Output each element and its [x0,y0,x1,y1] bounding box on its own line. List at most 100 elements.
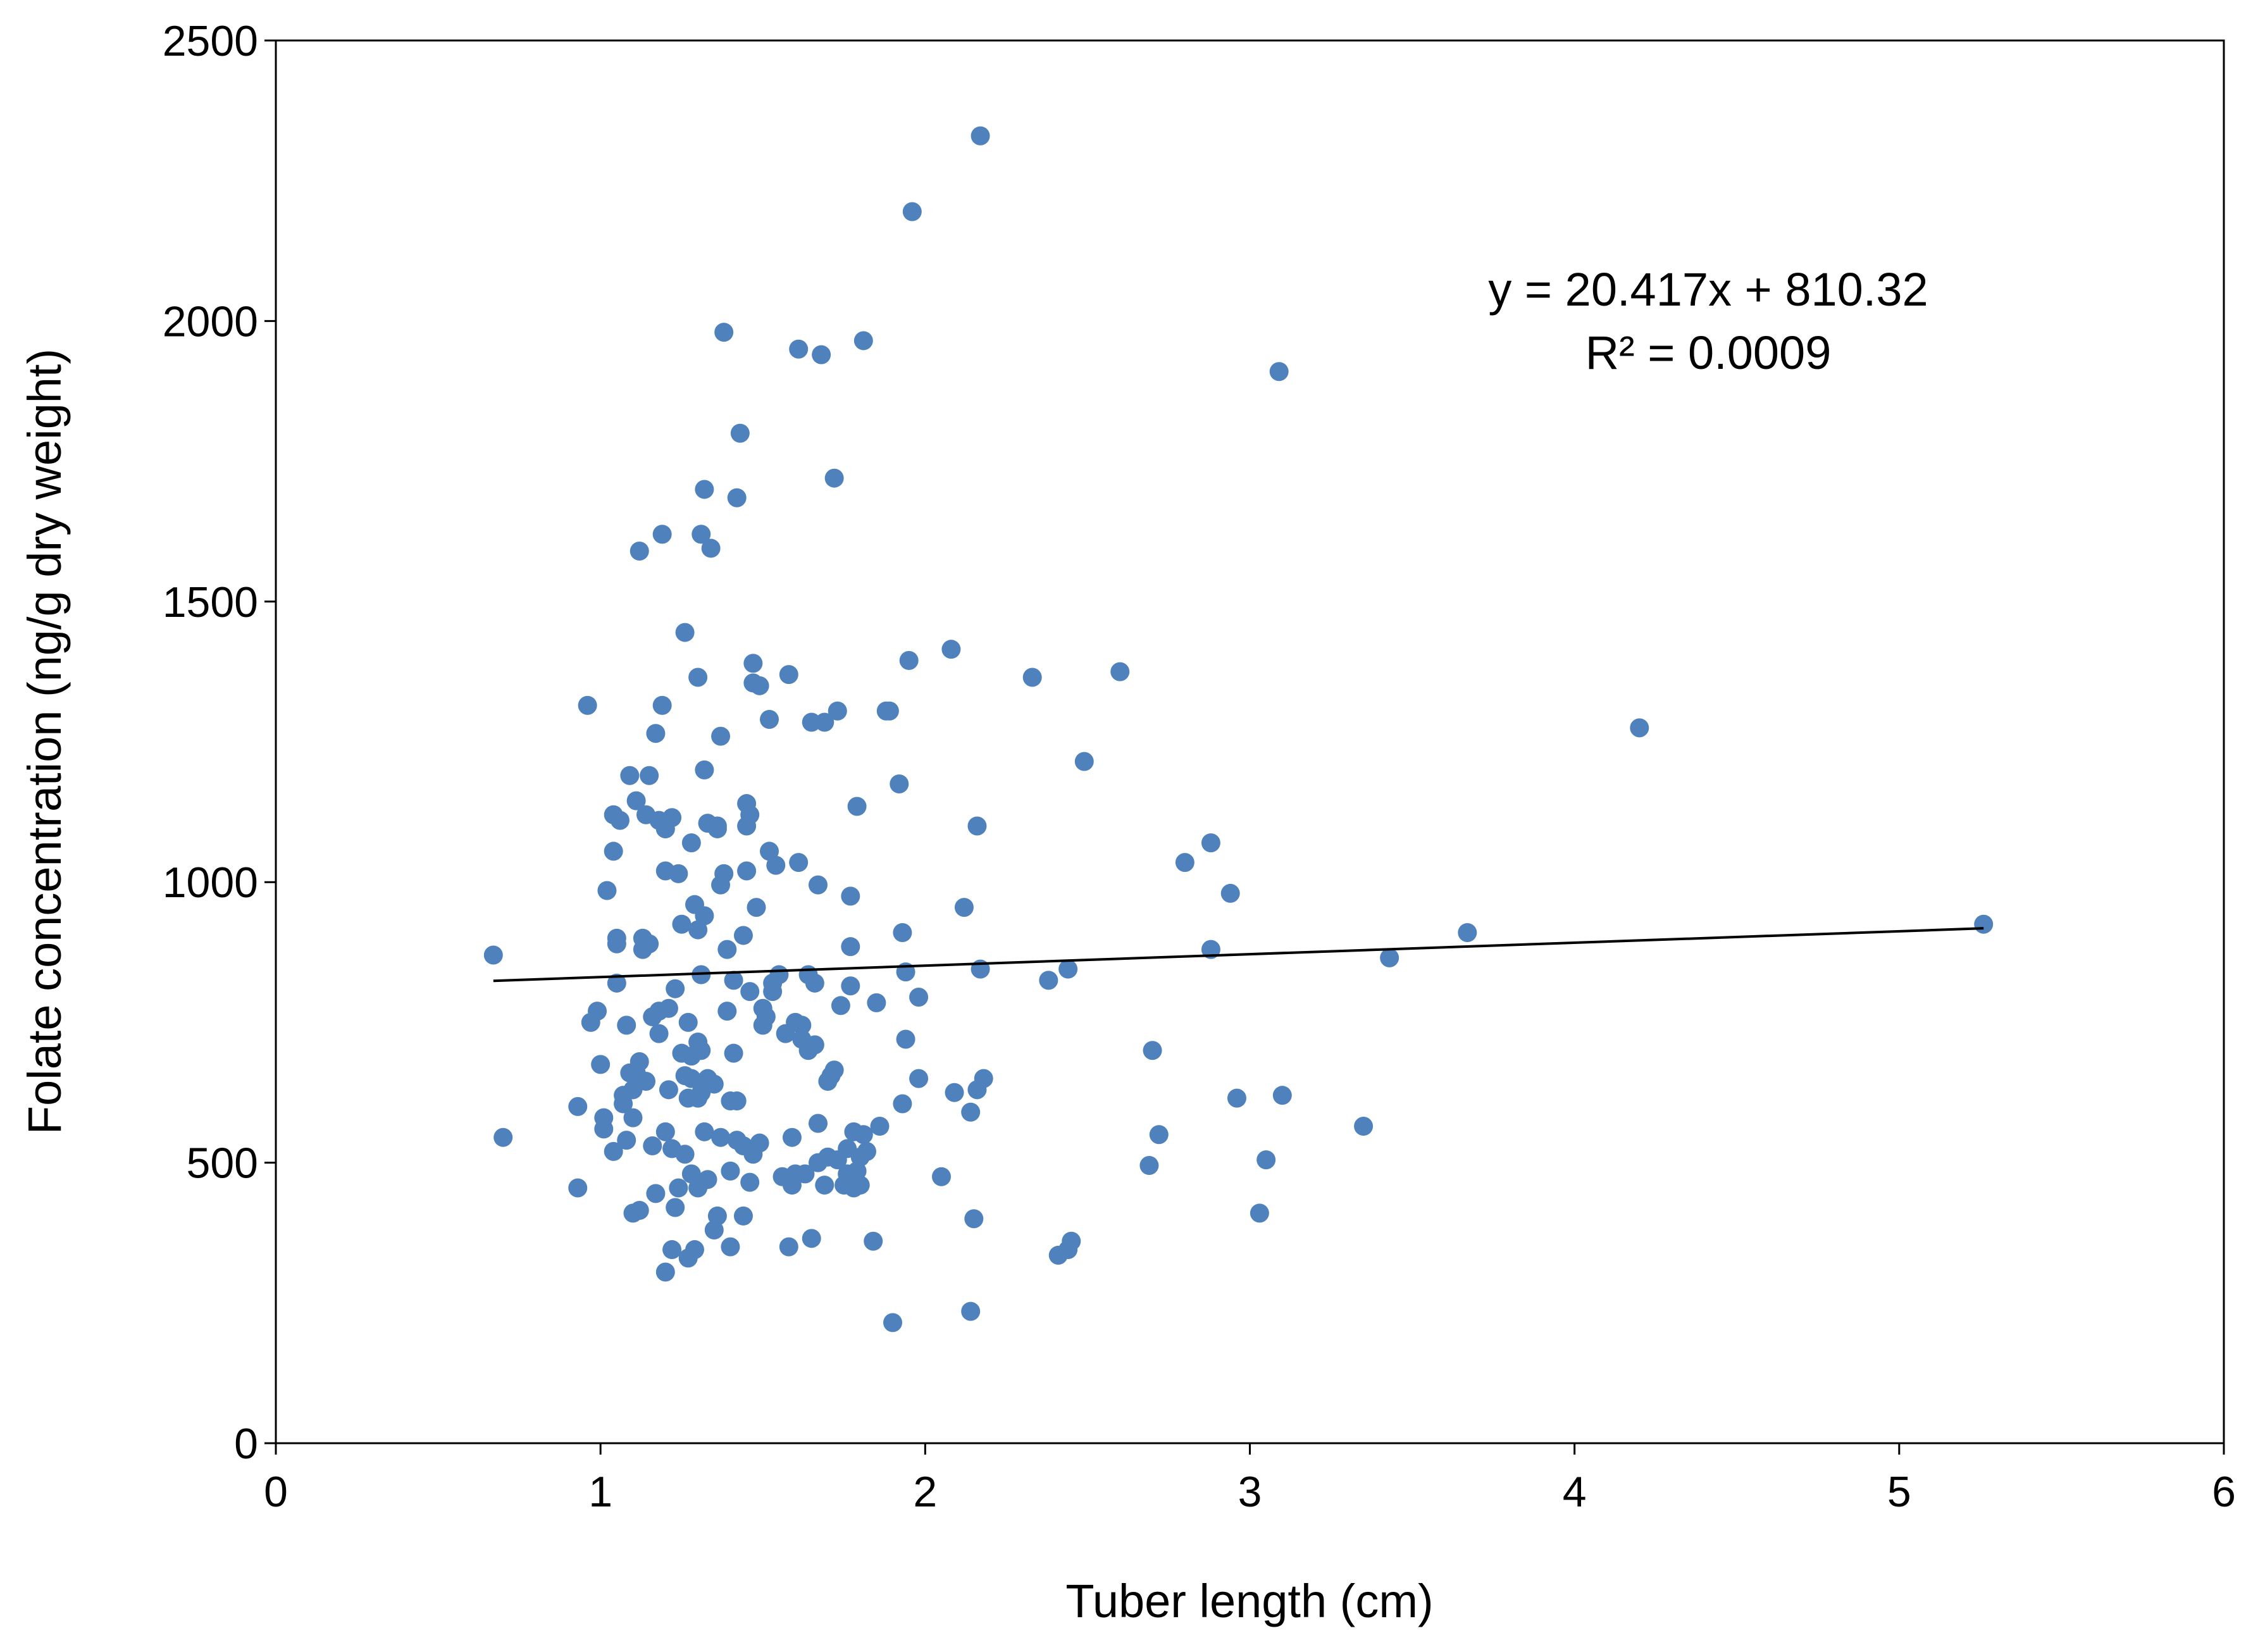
data-point [1250,1203,1269,1223]
data-point [779,1237,798,1257]
data-point [893,923,912,943]
data-point [743,654,763,673]
data-point [617,1015,636,1035]
trendline [493,927,1984,983]
y-tick-label: 500 [187,1140,258,1188]
plot-area [275,39,2225,1444]
data-point [659,1080,678,1100]
data-point [662,1240,682,1260]
data-point [597,881,617,900]
data-point [646,1184,666,1203]
data-point [766,855,786,875]
data-point [769,965,789,984]
data-point [662,808,682,828]
data-point [659,998,678,1018]
x-axis-ticks: 0 1 2 3 4 5 6 [264,1443,2236,1516]
data-point [847,797,867,816]
data-point [864,1231,883,1251]
data-point [707,1206,727,1226]
data-point [588,1002,607,1021]
data-point [789,339,809,359]
data-point [756,1007,776,1027]
data-point [815,712,834,732]
data-point [714,323,734,342]
data-point [733,926,753,945]
data-point [909,1069,929,1088]
data-point [707,819,727,838]
data-point [812,345,831,364]
data-point [655,1122,675,1141]
data-point [902,202,922,221]
data-point [967,816,987,836]
data-point [740,1172,760,1192]
x-axis-title: Tuber length (cm) [1065,1575,1433,1627]
data-point [1110,662,1130,681]
x-tick-label: 4 [1563,1468,1587,1516]
data-point [870,1116,890,1136]
data-point [747,898,766,917]
data-point [672,914,692,934]
data-point [1058,959,1078,979]
data-point [733,1206,753,1226]
x-tick-label: 2 [913,1468,937,1516]
data-point [1201,833,1220,853]
data-point [607,928,626,948]
data-points [483,126,1994,1332]
data-point [961,1301,981,1321]
data-point [1062,1231,1081,1251]
data-point [578,695,597,715]
data-point [610,810,630,830]
data-point [750,1133,769,1153]
data-point [1074,752,1094,771]
data-point [964,1209,984,1229]
data-point [899,650,919,670]
data-point [695,906,714,926]
y-axis-title: Folate concentration (ng/g dry weight) [18,349,71,1134]
data-point [1227,1088,1246,1108]
data-point [666,1198,685,1217]
data-point [945,1083,964,1102]
data-point [792,1015,812,1035]
data-point [721,1237,740,1257]
data-point [640,934,659,953]
data-point [695,760,714,779]
data-point [714,864,734,883]
y-tick-label: 2500 [163,17,258,65]
data-point [954,898,974,917]
data-point [802,712,821,732]
data-point [1139,1156,1159,1176]
data-point [974,1069,993,1088]
data-point [646,724,666,743]
data-point [782,1127,802,1147]
data-point [737,861,757,881]
data-point [643,1136,662,1155]
data-point [692,525,711,544]
data-point [652,695,672,715]
data-point [607,973,626,993]
data-point [853,331,873,351]
data-point [740,982,760,1002]
data-point [623,1108,643,1127]
data-point [971,126,990,146]
x-tick-label: 5 [1887,1468,1911,1516]
data-point [1380,948,1399,967]
data-point [867,993,886,1012]
data-point [688,668,708,687]
data-point [652,525,672,544]
data-point [883,1313,903,1332]
data-point [685,1240,704,1260]
data-point [698,1170,717,1189]
x-tick-label: 6 [2212,1468,2236,1516]
data-point [1354,1116,1374,1136]
data-point [695,1122,714,1141]
data-point [681,1069,701,1088]
data-point [789,853,809,873]
data-point [630,1052,649,1071]
data-point [1143,1041,1162,1060]
data-point [828,701,847,721]
data-point [594,1119,614,1139]
y-tick-label: 1000 [163,859,258,907]
data-point [808,1114,828,1133]
data-point [730,423,750,443]
data-point [750,676,769,695]
